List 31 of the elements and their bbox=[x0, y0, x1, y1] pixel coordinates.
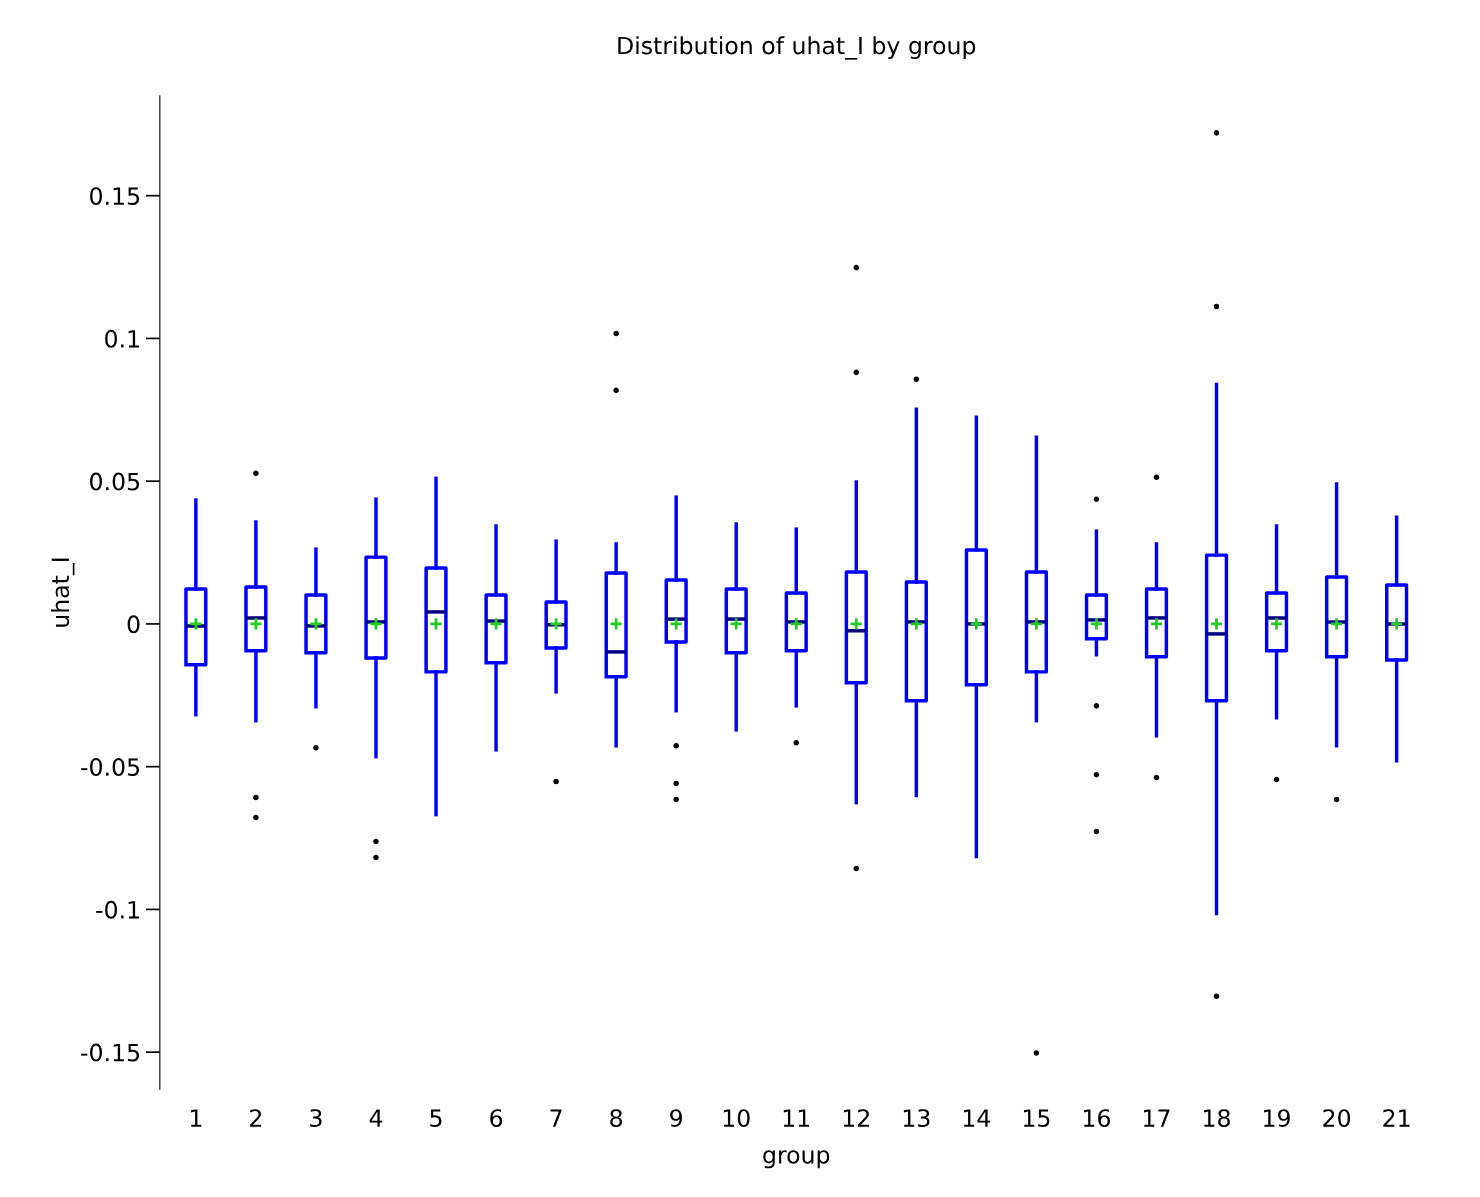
y-tick-label: 0.05 bbox=[90, 472, 140, 491]
y-tick-label: 0.1 bbox=[105, 329, 139, 348]
x-tick-label: 14 bbox=[963, 1109, 991, 1127]
x-tick-label: 18 bbox=[1204, 1109, 1230, 1127]
chart-title: Distribution of uhat_I by group bbox=[618, 36, 976, 60]
x-tick-label: 7 bbox=[550, 1109, 562, 1127]
x-tick-label: 2 bbox=[250, 1109, 262, 1127]
x-tick-label: 4 bbox=[369, 1109, 383, 1127]
x-tick-label: 16 bbox=[1084, 1109, 1110, 1127]
y-tick-label: 0 bbox=[127, 615, 140, 634]
x-tick-label: 6 bbox=[490, 1109, 503, 1127]
x-axis-title: group bbox=[763, 1150, 830, 1169]
x-tick-label: 11 bbox=[783, 1109, 810, 1127]
x-tick-label: 10 bbox=[723, 1109, 750, 1127]
x-tick-label: 15 bbox=[1023, 1109, 1050, 1127]
x-tick-label: 8 bbox=[610, 1109, 623, 1127]
x-tick-label: 9 bbox=[670, 1109, 683, 1127]
x-tick-label: 17 bbox=[1144, 1109, 1170, 1127]
y-tick-label: -0.1 bbox=[96, 900, 139, 919]
x-tick-label: 5 bbox=[430, 1109, 442, 1127]
y-axis-title: uhat_I bbox=[50, 558, 75, 627]
x-tick-label: 21 bbox=[1383, 1109, 1410, 1127]
x-tick-label: 12 bbox=[843, 1109, 869, 1127]
x-tick-label: 1 bbox=[190, 1109, 202, 1127]
x-tick-label: 20 bbox=[1323, 1109, 1351, 1127]
y-tick-label: 0.15 bbox=[90, 187, 140, 205]
y-tick-label: -0.05 bbox=[81, 758, 140, 776]
x-tick-label: 19 bbox=[1264, 1109, 1290, 1127]
x-tick-label: 13 bbox=[903, 1109, 930, 1127]
y-tick-label: -0.15 bbox=[81, 1043, 140, 1062]
x-tick-label: 3 bbox=[310, 1109, 322, 1127]
